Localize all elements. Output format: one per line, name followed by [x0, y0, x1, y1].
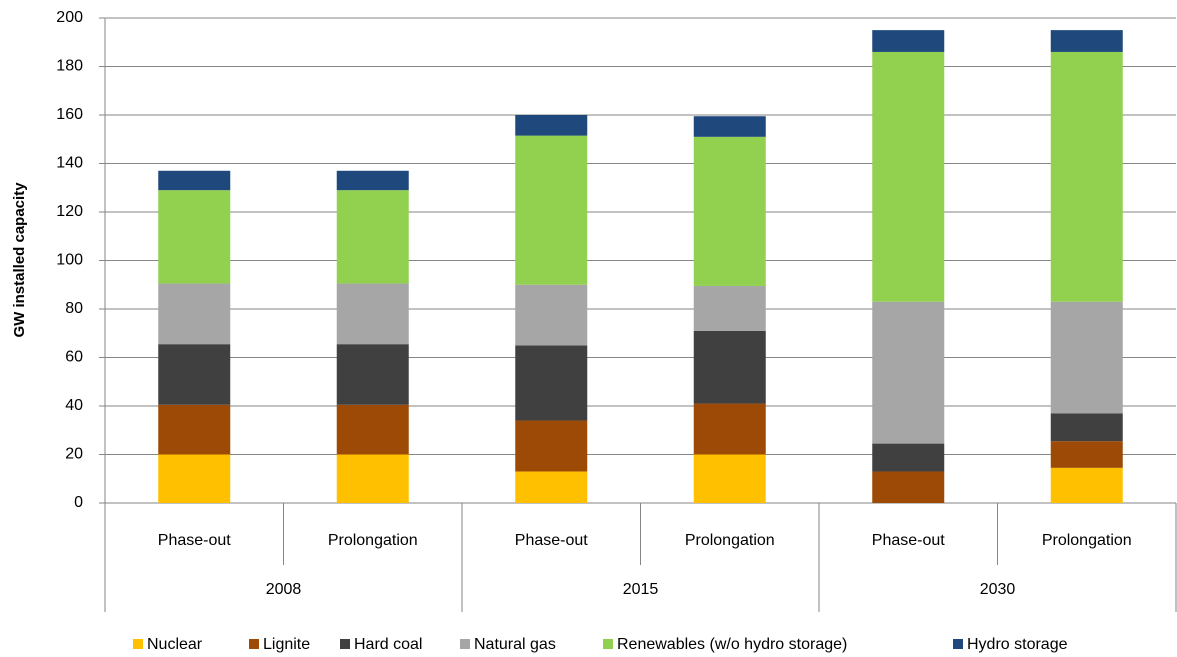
bar-segment: [515, 115, 588, 136]
x-tick-label: Phase-out: [872, 532, 945, 549]
legend-swatch: [460, 639, 470, 649]
y-tick-label: 100: [56, 252, 83, 269]
legend-swatch: [133, 639, 143, 649]
y-tick-label: 80: [65, 300, 83, 317]
legend-swatch: [249, 639, 259, 649]
bar-segment: [515, 284, 588, 346]
x-tick-label: Phase-out: [515, 532, 588, 549]
bar-segment: [336, 170, 409, 191]
bar-segment: [515, 471, 588, 503]
bar-segment: [872, 301, 945, 444]
bar-segment: [515, 345, 588, 421]
y-tick-label: 180: [56, 58, 83, 75]
y-tick-label: 20: [65, 446, 83, 463]
group-label: 2015: [623, 581, 659, 598]
bar-segment: [336, 404, 409, 455]
bar-segment: [872, 51, 945, 302]
group-label: 2030: [980, 581, 1016, 598]
legend-label: Hydro storage: [967, 636, 1068, 653]
y-axis-label: GW installed capacity: [11, 182, 28, 338]
legend-label: Nuclear: [147, 636, 203, 653]
bar-segment: [1050, 30, 1123, 52]
bar-segment: [336, 344, 409, 405]
legend-swatch: [603, 639, 613, 649]
bar-segment: [158, 454, 231, 503]
legend-swatch: [953, 639, 963, 649]
legend-swatch: [340, 639, 350, 649]
y-tick-label: 200: [56, 9, 83, 26]
y-tick-label: 120: [56, 203, 83, 220]
y-tick-label: 0: [74, 494, 83, 511]
bar-segment: [693, 285, 766, 331]
y-tick-label: 160: [56, 106, 83, 123]
bar-segment: [693, 136, 766, 286]
bar-segment: [336, 454, 409, 503]
bar-segment: [336, 190, 409, 284]
y-tick-label: 40: [65, 397, 83, 414]
bar-segment: [158, 190, 231, 284]
legend-label: Natural gas: [474, 636, 556, 653]
bar-segment: [158, 170, 231, 191]
bar-segment: [872, 30, 945, 52]
bar-segment: [693, 403, 766, 455]
bar-segment: [336, 283, 409, 345]
bar-segment: [872, 471, 945, 503]
bar-segment: [158, 404, 231, 455]
bar-segment: [1050, 51, 1123, 302]
y-tick-label: 140: [56, 155, 83, 172]
y-tick-label: 60: [65, 349, 83, 366]
x-tick-label: Prolongation: [1042, 532, 1132, 549]
bar-segment: [1050, 301, 1123, 414]
bar-segment: [872, 443, 945, 472]
x-tick-label: Prolongation: [328, 532, 418, 549]
bar-segment: [1050, 467, 1123, 503]
bar-segment: [1050, 413, 1123, 442]
bar-segment: [158, 344, 231, 405]
bar-segment: [158, 283, 231, 345]
bar-segment: [693, 116, 766, 137]
legend-label: Lignite: [263, 636, 310, 653]
x-tick-label: Phase-out: [158, 532, 231, 549]
legend-label: Renewables (w/o hydro storage): [617, 636, 847, 653]
group-label: 2008: [266, 581, 302, 598]
bar-segment: [1050, 441, 1123, 468]
bar-segment: [515, 420, 588, 472]
bar-segment: [693, 330, 766, 404]
bar-segment: [693, 454, 766, 503]
bar-segment: [515, 135, 588, 285]
legend-label: Hard coal: [354, 636, 422, 653]
x-tick-label: Prolongation: [685, 532, 775, 549]
